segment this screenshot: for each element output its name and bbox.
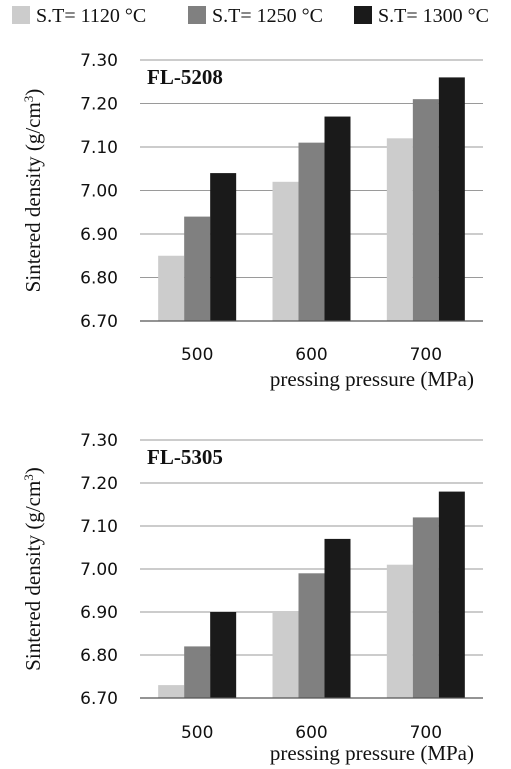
panel-title: FL-5208 <box>147 65 223 89</box>
panel-title: FL-5305 <box>147 445 223 469</box>
y-tick-label: 6.80 <box>80 646 118 666</box>
bar-600-series-1 <box>272 181 299 321</box>
y-tick-label: 6.90 <box>80 225 118 245</box>
x-tick-label: 700 <box>410 345 442 365</box>
legend-swatch <box>12 6 30 24</box>
y-tick-label: 7.20 <box>80 95 118 115</box>
bar-700-series-1 <box>386 564 413 698</box>
y-tick-label: 7.10 <box>80 517 118 537</box>
chart-fl-5305: 6.70 6.80 6.90 7.00 7.10 7.20 7.30 500 600 700 FL-… <box>21 431 483 765</box>
x-tick-label: 700 <box>410 723 442 743</box>
bar-500-series-1 <box>158 255 185 321</box>
y-tick-label: 7.00 <box>80 182 118 202</box>
bar-600-series-3 <box>324 116 351 321</box>
y-axis-title: Sintered density (g/cm3) <box>21 89 46 293</box>
legend-swatch <box>354 6 372 24</box>
y-tick-label: 7.20 <box>80 474 118 494</box>
y-axis-title: Sintered density (g/cm3) <box>21 467 46 671</box>
bar-700-series-3 <box>438 491 465 698</box>
y-tick-label: 7.00 <box>80 560 118 580</box>
y-tick-label: 7.10 <box>80 138 118 158</box>
bar-600-series-2 <box>298 573 325 698</box>
bar-500-series-1 <box>158 685 185 698</box>
legend: S.T= 1120 °C S.T= 1250 °C S.T= 1300 °C <box>12 5 489 27</box>
x-tick-label: 500 <box>181 723 213 743</box>
x-tick-label: 600 <box>295 345 327 365</box>
bar-500-series-2 <box>184 216 211 321</box>
x-tick-label: 600 <box>295 723 327 743</box>
bar-600-series-3 <box>324 538 351 698</box>
y-tick-label: 6.70 <box>80 312 118 332</box>
bar-700-series-2 <box>412 517 439 698</box>
y-tick-label: 6.70 <box>80 689 118 709</box>
bar-500-series-3 <box>210 612 237 698</box>
legend-label: S.T= 1300 °C <box>378 5 489 27</box>
x-axis-title: pressing pressure (MPa) <box>270 367 474 391</box>
bar-700-series-2 <box>412 99 439 322</box>
bar-600-series-2 <box>298 142 325 321</box>
bar-500-series-2 <box>184 646 211 698</box>
bar-700-series-3 <box>438 77 465 322</box>
legend-label: S.T= 1250 °C <box>212 5 323 27</box>
legend-swatch <box>188 6 206 24</box>
x-axis-title: pressing pressure (MPa) <box>270 741 474 765</box>
y-tick-label: 7.30 <box>80 51 118 71</box>
bar-700-series-1 <box>386 138 413 321</box>
chart-fl-5208: 6.70 6.80 6.90 7.00 7.10 7.20 7.30 500 600 700 FL-… <box>21 51 483 391</box>
legend-label: S.T= 1120 °C <box>36 5 146 27</box>
bar-500-series-3 <box>210 173 237 321</box>
y-tick-label: 6.80 <box>80 269 118 289</box>
y-tick-label: 7.30 <box>80 431 118 451</box>
x-tick-label: 500 <box>181 345 213 365</box>
y-tick-label: 6.90 <box>80 603 118 623</box>
bar-600-series-1 <box>272 612 299 698</box>
